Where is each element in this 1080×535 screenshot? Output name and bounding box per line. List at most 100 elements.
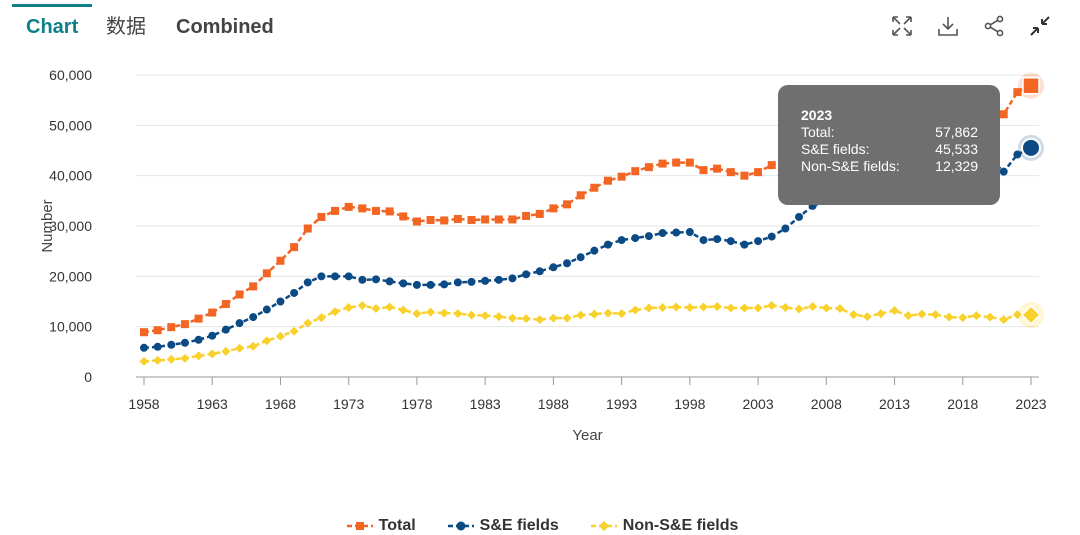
data-point	[563, 259, 572, 268]
data-point	[603, 240, 612, 249]
data-point	[685, 228, 694, 237]
data-point	[494, 312, 504, 322]
data-point	[808, 302, 818, 312]
data-point	[317, 212, 326, 221]
data-point	[426, 307, 436, 317]
data-point	[549, 263, 558, 272]
data-point	[521, 314, 531, 324]
data-point	[426, 280, 435, 289]
data-point	[754, 168, 763, 177]
data-point	[453, 214, 462, 223]
data-point	[316, 313, 326, 323]
legend-marker-icon	[447, 521, 474, 531]
data-point	[794, 304, 804, 314]
data-point	[958, 313, 968, 323]
data-point	[590, 183, 599, 192]
y-tick-label: 0	[84, 369, 92, 385]
x-tick-label: 2023	[1015, 396, 1046, 412]
data-point	[344, 272, 353, 281]
data-point	[1020, 304, 1042, 326]
data-point	[713, 235, 722, 244]
data-point	[576, 191, 585, 200]
x-tick-label: 1988	[538, 396, 569, 412]
x-tick-label: 1983	[470, 396, 501, 412]
chart-legend: Total S&E fields Non-S&E fields	[12, 517, 1073, 535]
download-button[interactable]	[932, 10, 964, 42]
data-point	[385, 302, 395, 312]
data-point	[671, 302, 681, 312]
tab-data[interactable]: 数据	[106, 16, 146, 38]
data-point	[166, 354, 176, 364]
data-point	[726, 168, 735, 177]
tooltip-label: Non-S&E fields:	[801, 158, 900, 174]
data-point	[1022, 77, 1040, 95]
tooltip-row-total: Total: 57,862	[801, 124, 978, 141]
data-point	[603, 308, 613, 318]
data-point	[453, 309, 463, 319]
tooltip-label: Total:	[801, 124, 835, 140]
data-point	[617, 309, 627, 319]
data-point	[194, 351, 204, 361]
share-button[interactable]	[978, 10, 1010, 42]
data-point	[999, 110, 1008, 119]
x-tick-label: 1973	[333, 396, 364, 412]
collapse-button[interactable]	[1024, 10, 1056, 42]
data-point	[999, 315, 1009, 325]
data-point	[208, 331, 217, 340]
data-point	[153, 355, 163, 365]
x-tick-label: 1998	[674, 396, 705, 412]
legend-item-non-se-fields[interactable]: Non-S&E fields	[590, 517, 738, 535]
data-point	[398, 305, 408, 315]
tooltip-value: 12,329	[935, 158, 978, 174]
tab-chart[interactable]: Chart	[26, 16, 79, 38]
data-point	[440, 280, 449, 289]
data-point	[467, 215, 476, 224]
chart-toolbar	[886, 10, 1056, 42]
data-point	[235, 343, 245, 353]
data-point	[522, 211, 531, 220]
x-tick-label: 1963	[197, 396, 228, 412]
data-point	[1013, 88, 1022, 97]
data-point	[248, 341, 258, 351]
data-point	[672, 158, 681, 167]
data-point	[426, 215, 435, 224]
data-point	[440, 216, 449, 225]
data-point	[535, 209, 544, 218]
expand-button[interactable]	[886, 10, 918, 42]
data-point	[985, 312, 995, 322]
x-tick-label: 1978	[401, 396, 432, 412]
data-point	[617, 172, 626, 181]
data-point	[331, 206, 340, 215]
x-axis-title: Year	[572, 427, 602, 444]
data-point	[1021, 137, 1041, 158]
data-point	[357, 301, 367, 311]
data-point	[740, 240, 749, 249]
data-point	[371, 275, 380, 284]
data-point	[358, 275, 367, 284]
active-tab-indicator	[12, 4, 92, 7]
data-point	[890, 306, 900, 316]
legend-item-se-fields[interactable]: S&E fields	[447, 517, 559, 535]
data-point	[576, 253, 585, 262]
data-point	[685, 158, 694, 167]
data-point	[167, 323, 176, 332]
data-point	[508, 215, 517, 224]
data-point	[221, 325, 230, 334]
data-point	[876, 309, 886, 319]
legend-item-total[interactable]: Total	[346, 517, 416, 535]
tab-combined[interactable]: Combined	[176, 16, 274, 38]
data-point	[1012, 310, 1022, 320]
data-point	[658, 303, 668, 313]
tooltip-row-se: S&E fields: 45,533	[801, 141, 978, 158]
x-tick-label: 1958	[128, 396, 159, 412]
data-point	[467, 277, 476, 286]
data-point	[576, 310, 586, 320]
data-point	[903, 311, 913, 321]
tooltip-row-nonse: Non-S&E fields: 12,329	[801, 158, 978, 175]
data-point	[944, 312, 954, 322]
data-point	[358, 204, 367, 213]
data-point	[849, 310, 859, 320]
data-point	[494, 275, 503, 284]
data-point	[167, 340, 176, 349]
series-line	[143, 146, 1032, 350]
